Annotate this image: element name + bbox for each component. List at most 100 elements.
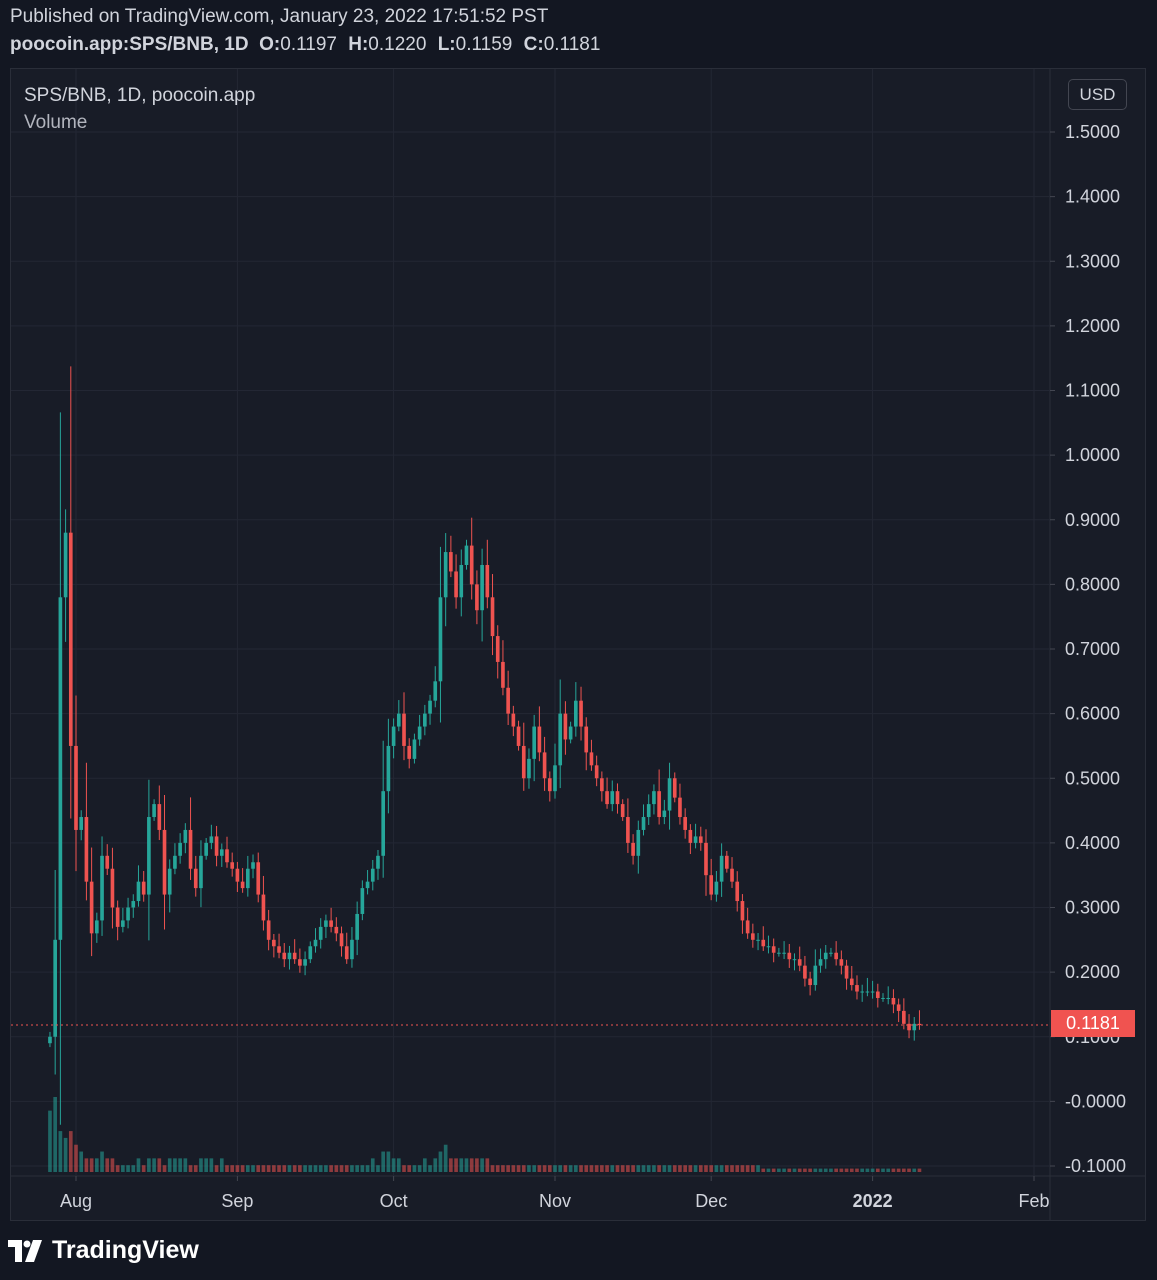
candle-body — [334, 926, 339, 934]
volume-bar — [490, 1165, 495, 1172]
volume-bar — [167, 1158, 172, 1172]
candle-body — [855, 985, 859, 992]
candle-body — [417, 726, 422, 740]
candle-body — [777, 952, 781, 954]
candle-body — [58, 597, 63, 940]
volume-bar — [433, 1158, 438, 1172]
currency-button[interactable]: USD — [1068, 79, 1127, 110]
candle-body — [735, 881, 740, 902]
volume-bar — [386, 1151, 391, 1172]
volume-bar — [714, 1165, 719, 1172]
volume-bar — [329, 1165, 333, 1172]
volume-bar — [79, 1151, 84, 1172]
y-tick-label: 1.4000 — [1065, 187, 1120, 207]
volume-bar — [881, 1168, 885, 1172]
candle-body — [178, 842, 182, 856]
volume-bar — [74, 1144, 78, 1172]
candle-body — [506, 687, 510, 714]
volume-bar — [417, 1165, 422, 1172]
high-value: 0.1220 — [368, 34, 427, 55]
candle-body — [475, 584, 479, 611]
volume-bar — [459, 1158, 464, 1172]
volume-bar — [704, 1165, 708, 1172]
volume-bar — [266, 1165, 271, 1172]
candle-body — [537, 726, 542, 753]
close-value: 0.1181 — [543, 34, 601, 55]
candle-body — [485, 564, 490, 598]
volume-bar — [594, 1165, 599, 1172]
tradingview-logo[interactable]: TradingView — [8, 1236, 199, 1265]
high-label: H: — [348, 34, 369, 55]
chart-frame[interactable] — [10, 68, 1146, 1221]
candle-body — [495, 636, 500, 662]
candle-body — [719, 855, 724, 882]
candle-body — [657, 791, 661, 818]
candle-body — [84, 817, 89, 882]
volume-bar — [787, 1168, 792, 1172]
volume-bar — [261, 1165, 266, 1172]
volume-bar — [605, 1165, 609, 1172]
volume-bar — [886, 1168, 891, 1172]
candle-body — [407, 745, 412, 759]
legend-title[interactable]: SPS/BNB, 1D, poocoin.app — [24, 85, 256, 106]
candle-body — [818, 959, 823, 966]
candle-body — [438, 597, 443, 682]
volume-bar — [209, 1158, 214, 1172]
volume-bar — [272, 1165, 276, 1172]
candle-body — [63, 532, 68, 598]
candle-body — [318, 926, 323, 940]
volume-bar — [896, 1168, 901, 1172]
volume-bar — [230, 1165, 235, 1172]
volume-bar — [214, 1165, 219, 1172]
candle-body — [79, 817, 84, 830]
candle-body — [568, 726, 573, 740]
candle-body — [860, 991, 865, 993]
candle-body — [693, 836, 698, 843]
candle-body — [501, 661, 505, 688]
candle-body — [391, 726, 396, 746]
candle-body — [209, 836, 214, 843]
volume-bar — [855, 1168, 859, 1172]
volume-bar — [303, 1165, 307, 1172]
y-tick-label: 1.2000 — [1065, 316, 1120, 336]
volume-bar — [204, 1158, 208, 1172]
volume-bar — [370, 1158, 375, 1172]
y-tick-label: -0.1000 — [1065, 1156, 1126, 1176]
candle-body — [287, 952, 292, 960]
candle-body — [272, 939, 276, 947]
volume-bar — [58, 1131, 63, 1172]
y-tick-label: 0.3000 — [1065, 898, 1120, 918]
candle-body — [162, 829, 167, 895]
volume-bar — [766, 1168, 771, 1172]
candle-body — [740, 901, 745, 921]
volume-bar — [912, 1168, 917, 1172]
volume-bar — [501, 1165, 505, 1172]
symbol-label: poocoin.app:SPS/BNB, 1D — [10, 34, 249, 55]
volume-bar — [745, 1165, 750, 1172]
volume-bar — [48, 1110, 52, 1172]
volume-bar — [277, 1165, 281, 1172]
candle-body — [298, 959, 302, 966]
candle-body — [329, 920, 333, 927]
volume-bar — [870, 1168, 875, 1172]
candle-body — [886, 997, 891, 999]
volume-bar — [178, 1158, 182, 1172]
candle-body — [589, 752, 594, 766]
volume-bar — [693, 1165, 698, 1172]
y-tick-label: 0.4000 — [1065, 833, 1120, 853]
volume-bar — [298, 1165, 302, 1172]
volume-bar — [735, 1165, 740, 1172]
volume-bar — [698, 1165, 703, 1172]
x-tick-label: Sep — [221, 1191, 253, 1211]
volume-bar — [516, 1165, 521, 1172]
volume-bar — [495, 1165, 500, 1172]
candle-body — [126, 907, 130, 921]
volume-bar — [376, 1165, 380, 1172]
candle-body — [766, 946, 771, 948]
tradingview-logo-icon — [8, 1239, 42, 1262]
candle-body — [469, 545, 474, 585]
volume-bar — [84, 1158, 89, 1172]
legend-volume[interactable]: Volume — [24, 112, 88, 133]
candle-body — [745, 920, 750, 934]
